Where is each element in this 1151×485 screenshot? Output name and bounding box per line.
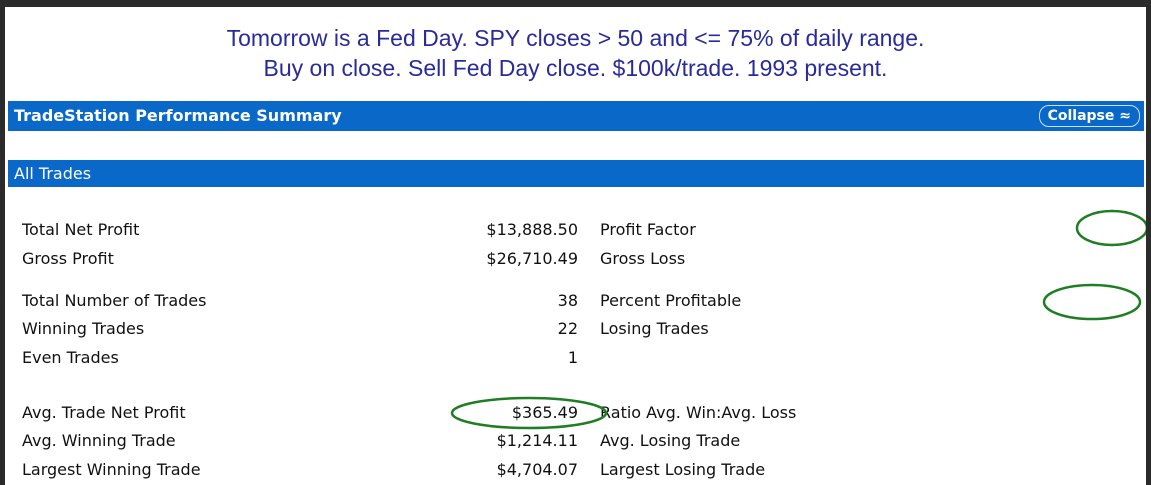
stat-label: Gross Loss: [600, 249, 686, 268]
title-line: Tomorrow is a Fed Day. SPY closes > 50 a…: [226, 25, 925, 51]
stat-value: 57.89%: [5, 291, 6, 311]
stat-label: Avg. Losing Trade: [600, 431, 741, 450]
stat-value: $365.49: [511, 403, 578, 422]
stat-label: Avg. Winning Trade: [22, 431, 176, 450]
panel-title: TradeStation Performance Summary: [14, 106, 342, 125]
stat-label: Ratio Avg. Win:Avg. Loss: [600, 403, 797, 422]
stat-label: Largest Losing Trade: [600, 460, 766, 479]
stat-label: Profit Factor: [600, 220, 696, 239]
stat-label: Losing Trades: [600, 319, 709, 338]
panel-header: TradeStation Performance Summary Collaps…: [8, 101, 1144, 131]
stat-value: $4,704.07: [496, 460, 578, 479]
stat-label: Percent Profitable: [600, 291, 742, 310]
report: Tomorrow is a Fed Day. SPY closes > 50 a…: [5, 7, 1146, 485]
stat-value: $26,710.49: [486, 249, 578, 268]
collapse-button[interactable]: Collapse ≈: [1038, 105, 1140, 127]
stat-label: Largest Winning Trade: [22, 460, 201, 479]
stat-value: 1.42: [5, 403, 6, 423]
stat-value: 22: [557, 319, 578, 338]
stat-label: Avg. Trade Net Profit: [22, 403, 186, 422]
stat-label: Even Trades: [22, 348, 119, 367]
stat-label: Gross Profit: [22, 249, 114, 268]
stat-value: ($2,246.40): [5, 460, 6, 480]
highlight-ellipse: [1075, 209, 1146, 247]
stat-label: Total Net Profit: [22, 220, 140, 239]
stat-label: Total Number of Trades: [22, 291, 207, 310]
stat-value: 38: [557, 291, 578, 310]
stat-value: $1,214.11: [496, 431, 578, 450]
highlight-ellipse: [1042, 283, 1142, 321]
title-line: Buy on close. Sell Fed Day close. $100k/…: [263, 55, 888, 81]
stat-value: ($854.80): [5, 431, 6, 451]
stat-label: Winning Trades: [22, 319, 145, 338]
stat-value: $13,888.50: [486, 220, 578, 239]
stat-value: 1: [567, 348, 578, 367]
stat-value: 15: [5, 319, 6, 339]
section-title: All Trades: [14, 164, 92, 183]
stat-value: 2.08: [5, 220, 6, 240]
section-header: All Trades: [8, 160, 1144, 187]
stat-value: ($12,821.99): [5, 249, 6, 269]
